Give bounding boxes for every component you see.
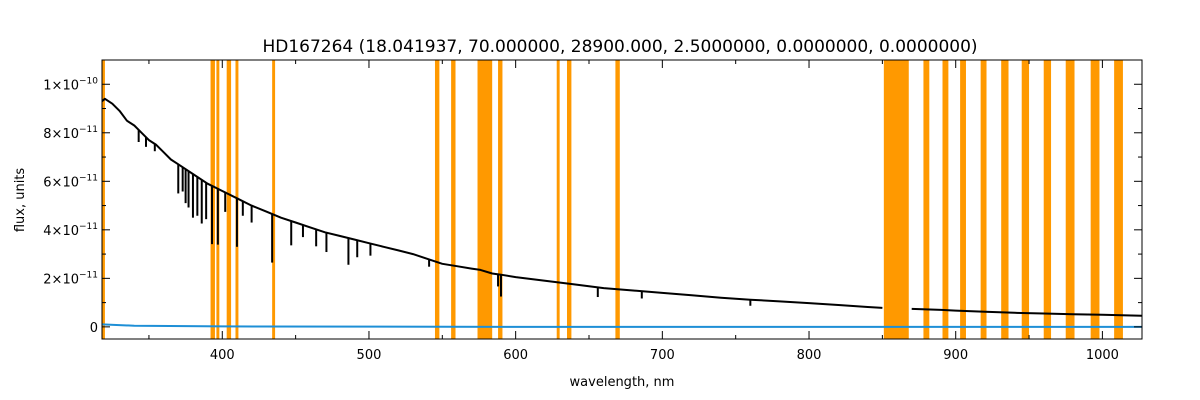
masked-band-18 [1001,60,1009,339]
y-tick-label-2: 4×10−11 [43,222,98,239]
series-line-0 [101,97,1143,317]
masked-band-3 [226,60,232,339]
x-tick-label-6: 1000 [1086,348,1119,363]
masked-band-7 [451,60,456,339]
x-tick-label-3: 700 [650,348,675,363]
x-axis-label: wavelength, nm [570,375,675,390]
y-tick-label-5: 1×10−10 [43,76,98,93]
masked-band-19 [1021,60,1030,339]
masked-band-0 [102,60,105,339]
masked-band-22 [1090,60,1100,339]
y-tick-label-0: 0 [90,321,98,336]
x-tick-label-2: 600 [503,348,528,363]
y-tick-label-1: 2×10−11 [43,270,98,287]
masked-band-17 [980,60,987,339]
chart-title: HD167264 (18.041937, 70.000000, 28900.00… [262,37,977,57]
series-line-1 [101,323,1142,328]
absorption-lines [137,129,752,306]
y-axis-ticks: 0 2×10−11 4×10−11 6×10−11 8×10−11 1×10−10 [43,59,1142,336]
masked-band-9 [498,60,503,339]
masked-band-11 [566,60,572,339]
x-axis-ticks: 400 500 600 700 800 900 1000 [148,60,1119,363]
masked-band-10 [556,60,560,339]
masked-band-21 [1065,60,1075,339]
y-tick-label-3: 6×10−11 [43,173,98,190]
masked-band-23 [1114,60,1123,339]
masked-band-12 [615,60,620,339]
masked-band-15 [942,60,949,339]
x-tick-label-1: 500 [357,348,382,363]
masked-band-5 [272,60,276,339]
y-tick-label-4: 8×10−11 [43,125,98,142]
masked-bands [102,60,1123,339]
series-group [101,97,1143,328]
x-tick-label-4: 800 [797,348,822,363]
masked-band-20 [1043,60,1052,339]
y-axis-label: flux, units [13,168,28,233]
masked-band-13 [883,60,909,339]
x-tick-label-5: 900 [943,348,968,363]
x-tick-label-0: 400 [210,348,235,363]
masked-band-6 [434,60,440,339]
plot-frame [101,59,1143,340]
masked-band-14 [923,60,930,339]
masked-band-8 [477,60,493,339]
masked-band-16 [960,60,966,339]
